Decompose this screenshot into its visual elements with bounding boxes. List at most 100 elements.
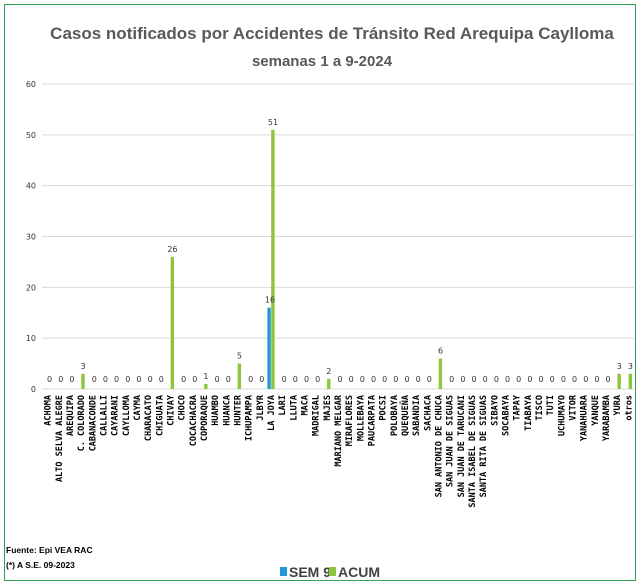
data-label: 0 [47,375,52,384]
data-label: 0 [483,375,488,384]
category-label: HUNTER [233,394,243,426]
data-label: 0 [58,375,63,384]
category-label: UCHUMAYO [557,395,567,436]
bar-acum [628,373,633,389]
bars [81,129,633,389]
bar-acum [327,378,331,389]
data-label: 0 [293,375,298,384]
category-label: ACHOMA [44,395,54,426]
data-label: 3 [617,362,622,371]
category-label: CALLALLI [99,395,109,436]
data-label: 0 [248,375,253,384]
data-label: 0 [103,375,108,384]
category-label: SAN ANTONIO DE CHUCA [435,395,445,497]
category-label: COPORAQUE [200,395,210,441]
data-label: 0 [304,375,309,384]
data-label: 0 [371,375,376,384]
category-label: CHOCO [178,395,188,421]
bar-acum [81,373,85,389]
category-label: otros [624,395,634,421]
source-note: Fuente: Epi VEA RAC (*) A S.E. 09-2023 [6,545,93,570]
data-label: 0 [215,375,220,384]
category-label: YANQUE [591,395,601,426]
category-label: TIABAYA [524,395,534,431]
data-label: 0 [539,375,544,384]
y-tick-label: 50 [26,131,36,140]
y-axis-ticks: 0 10 20 30 40 50 60 [26,80,36,394]
category-label: LARI [278,395,288,415]
y-tick-label: 60 [26,80,36,89]
gridlines [42,83,634,390]
category-label: TISCO [535,395,545,421]
data-label: 6 [438,347,443,356]
category-label: CABANACONDE [88,395,98,451]
category-label: LLUTA [289,395,299,421]
bar-acum [438,358,443,389]
bar-sem9 [267,307,271,389]
category-label: YURA [613,395,623,415]
chart-title-line1: Casos notificados por Accidentes de Trán… [50,24,614,43]
category-label: ALTO SELVA ALEGRE [55,395,65,482]
data-label: 3 [628,362,633,371]
category-label: MARIANO MELGAR [334,394,344,467]
chart-title: Casos notificados por Accidentes de Trán… [50,24,614,70]
data-label: 0 [125,375,130,384]
data-label: 0 [114,375,119,384]
data-label: 0 [505,375,510,384]
data-label: 0 [349,375,354,384]
category-label: HUAMBO [211,395,221,426]
data-label: 0 [259,375,264,384]
y-tick-label: 10 [26,334,36,343]
category-label: CAYLLOMA [122,395,132,436]
category-label: TUTI [546,395,556,415]
data-label: 0 [416,375,421,384]
y-tick-label: 30 [26,233,36,242]
data-label: 0 [382,375,387,384]
bar-acum [271,129,275,389]
category-label: SAN JUAN DE TARUCANI [457,395,467,497]
category-label: SANTA ISABEL DE SIGUAS [468,395,478,508]
data-label: 0 [404,375,409,384]
source-line1: Fuente: Epi VEA RAC [6,545,93,555]
category-label: ICHUPAMPA [245,395,255,441]
data-label: 0 [449,375,454,384]
data-label: 51 [268,118,278,127]
data-label: 0 [527,375,532,384]
data-label: 0 [136,375,141,384]
category-label: MIRAFLORES [345,395,355,446]
legend-label: ACUM [338,564,380,580]
category-label: CAYARANI [111,395,121,436]
data-label: 0 [594,375,599,384]
category-label: VITOR [569,394,579,420]
legend-swatch [280,567,287,576]
data-label: 0 [393,375,398,384]
data-label: 0 [572,375,577,384]
category-labels: ACHOMA ALTO SELVA ALEGRE AREQUIPA C. COLORA… [44,394,635,507]
category-label: CAYMA [133,395,143,421]
bar-acum [237,363,242,389]
legend-label: SEM 9 [289,564,331,580]
data-label: 0 [427,375,432,384]
data-label: 0 [583,375,588,384]
data-label: 0 [550,375,555,384]
category-label: C. COLORADO [77,395,87,451]
category-label: MACA [300,395,310,415]
category-label: SABANDIA [412,395,422,436]
category-label: POCSI [379,395,389,421]
category-label: CHIVAY [166,394,176,426]
data-label: 0 [69,375,74,384]
category-label: YANAHUARA [580,395,590,441]
data-label: 3 [81,362,86,371]
data-label: 0 [148,375,153,384]
bar-acum [204,383,208,389]
data-label: 16 [265,296,275,305]
category-label: SOCABAYA [502,395,512,436]
y-tick-label: 40 [26,182,36,191]
category-label: SIBAYO [490,395,500,426]
category-label: YARABAMBA [602,395,612,441]
data-label: 0 [192,375,197,384]
data-label: 0 [159,375,164,384]
data-label: 0 [606,375,611,384]
